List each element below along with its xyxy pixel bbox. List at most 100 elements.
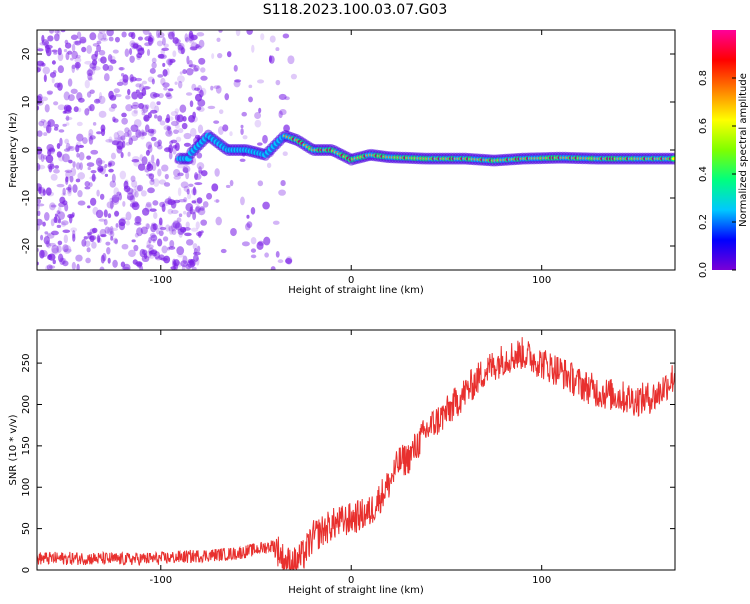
spectrum-frame bbox=[36, 29, 676, 271]
spectrum-speckle bbox=[167, 31, 174, 37]
spectrum-speckle bbox=[189, 206, 193, 215]
spectrum-speckle bbox=[165, 91, 171, 97]
spectrum-speckle bbox=[43, 74, 47, 83]
spectrum-speckle bbox=[86, 155, 92, 160]
spectrum-speckle bbox=[278, 110, 283, 119]
spectrum-speckle bbox=[140, 226, 148, 235]
spectrum-speckle bbox=[71, 212, 75, 217]
spectrum-speckle bbox=[37, 48, 44, 52]
spectrum-speckle bbox=[163, 124, 172, 131]
spectrum-speckle bbox=[161, 203, 166, 213]
colorbar-label: Normalized spectral amplitude bbox=[738, 73, 749, 227]
spectrum-speckle bbox=[43, 236, 50, 245]
colorbar-gradient bbox=[712, 30, 736, 270]
spectrum-speckle bbox=[215, 199, 219, 203]
spectrum-speckle bbox=[38, 152, 43, 160]
spectrum-speckle bbox=[65, 116, 73, 121]
spectrum-y-label: Frequency (Hz) bbox=[8, 112, 19, 188]
spectrum-speckle bbox=[76, 133, 84, 142]
spectrum-speckle bbox=[248, 96, 253, 103]
spectrum-speckle bbox=[96, 44, 102, 53]
spectrum-speckle bbox=[104, 173, 109, 177]
spectrum-speckle bbox=[133, 109, 138, 114]
spectrum-speckle bbox=[136, 52, 143, 59]
spectrum-speckle bbox=[150, 136, 157, 142]
spectrum-speckle bbox=[197, 245, 201, 253]
spectrum-speckle bbox=[112, 49, 119, 54]
spectrum-speckle bbox=[157, 168, 162, 177]
spectrum-speckle bbox=[230, 227, 237, 237]
spectrum-speckle bbox=[190, 227, 199, 232]
spectrum-speckle bbox=[114, 93, 122, 98]
spectrum-speckle bbox=[183, 197, 188, 203]
spectrum-speckle bbox=[107, 162, 112, 168]
spectrum-speckle bbox=[188, 183, 194, 187]
spectrum-speckle bbox=[222, 124, 229, 132]
spectrum-speckle bbox=[175, 123, 180, 129]
spectrum-speckle bbox=[37, 93, 43, 101]
spectrum-speckle bbox=[153, 114, 158, 119]
spectrum-speckle bbox=[125, 211, 132, 221]
spectrum-speckle bbox=[63, 245, 72, 254]
spectrum-speckle bbox=[181, 122, 188, 130]
spectrum-speckle bbox=[57, 47, 62, 56]
colorbar-tick-label: 0.6 bbox=[698, 118, 709, 134]
spectrum-speckle bbox=[213, 85, 220, 89]
spectrum-speckle bbox=[114, 210, 119, 218]
spectrum-speckle bbox=[124, 179, 129, 184]
spectrum-speckle bbox=[67, 146, 73, 150]
spectrum-speckle bbox=[131, 42, 139, 46]
spectrum-speckle bbox=[254, 111, 262, 119]
spectrum-speckle bbox=[135, 129, 142, 138]
spectrum-speckle bbox=[178, 213, 183, 218]
spectrum-speckle bbox=[123, 132, 130, 137]
spectrum-speckle bbox=[158, 217, 163, 226]
spectrum-speckle bbox=[185, 37, 190, 43]
spectrum-speckle bbox=[75, 144, 80, 153]
spectrum-speckle bbox=[131, 91, 139, 100]
spectrum-speckle bbox=[54, 215, 61, 224]
spectrum-speckle bbox=[44, 104, 50, 113]
spectrum-speckle bbox=[149, 68, 156, 74]
spectrum-speckle bbox=[285, 258, 293, 264]
spectrum-speckle bbox=[143, 86, 151, 90]
spectrum-speckle bbox=[84, 181, 90, 187]
colorbar-tick-label: 0.2 bbox=[698, 214, 709, 230]
spectrum-speckle bbox=[217, 53, 223, 59]
spectrum-speckle bbox=[70, 34, 78, 41]
spectrum-speckle bbox=[45, 154, 54, 164]
spectrum-speckle bbox=[180, 260, 188, 267]
spectrum-speckle bbox=[192, 186, 197, 196]
spectrum-speckle bbox=[272, 220, 280, 225]
spectrum-speckle bbox=[148, 32, 152, 38]
spectrum-speckle bbox=[167, 196, 172, 206]
spectrum-speckle bbox=[87, 67, 96, 76]
spectrum-speckle bbox=[116, 191, 122, 196]
spectrum-speckle bbox=[162, 82, 170, 88]
spectrum-speckle bbox=[54, 30, 60, 34]
spectrum-speckle bbox=[60, 222, 66, 228]
spectrum-speckle bbox=[63, 234, 69, 244]
spectrum-speckle bbox=[52, 259, 56, 265]
spectrum-speckle bbox=[97, 165, 104, 173]
spectrum-speckle bbox=[102, 33, 107, 41]
spectrum-speckle bbox=[234, 79, 242, 83]
spectrum-speckle bbox=[156, 158, 160, 167]
spectrum-speckle bbox=[174, 42, 182, 47]
spectrum-speckle bbox=[162, 69, 168, 77]
spectrum-speckle bbox=[40, 119, 46, 123]
spectrum-speckle bbox=[172, 221, 180, 229]
snr-x-tick-label: 100 bbox=[532, 575, 551, 586]
spectrum-speckle bbox=[56, 210, 60, 215]
spectrum-speckle bbox=[62, 123, 67, 127]
spectrum-speckle bbox=[105, 138, 114, 143]
spectrum-speckle bbox=[39, 249, 45, 259]
spectrum-speckle bbox=[70, 88, 78, 94]
spectrum-speckle bbox=[177, 253, 185, 258]
spectrum-speckle bbox=[151, 154, 155, 164]
spectrum-speckle bbox=[48, 253, 56, 261]
spectrum-speckle bbox=[229, 131, 233, 137]
spectrum-speckle bbox=[83, 236, 89, 240]
spectrum-speckle bbox=[166, 113, 171, 123]
spectrum-speckle bbox=[96, 131, 102, 135]
